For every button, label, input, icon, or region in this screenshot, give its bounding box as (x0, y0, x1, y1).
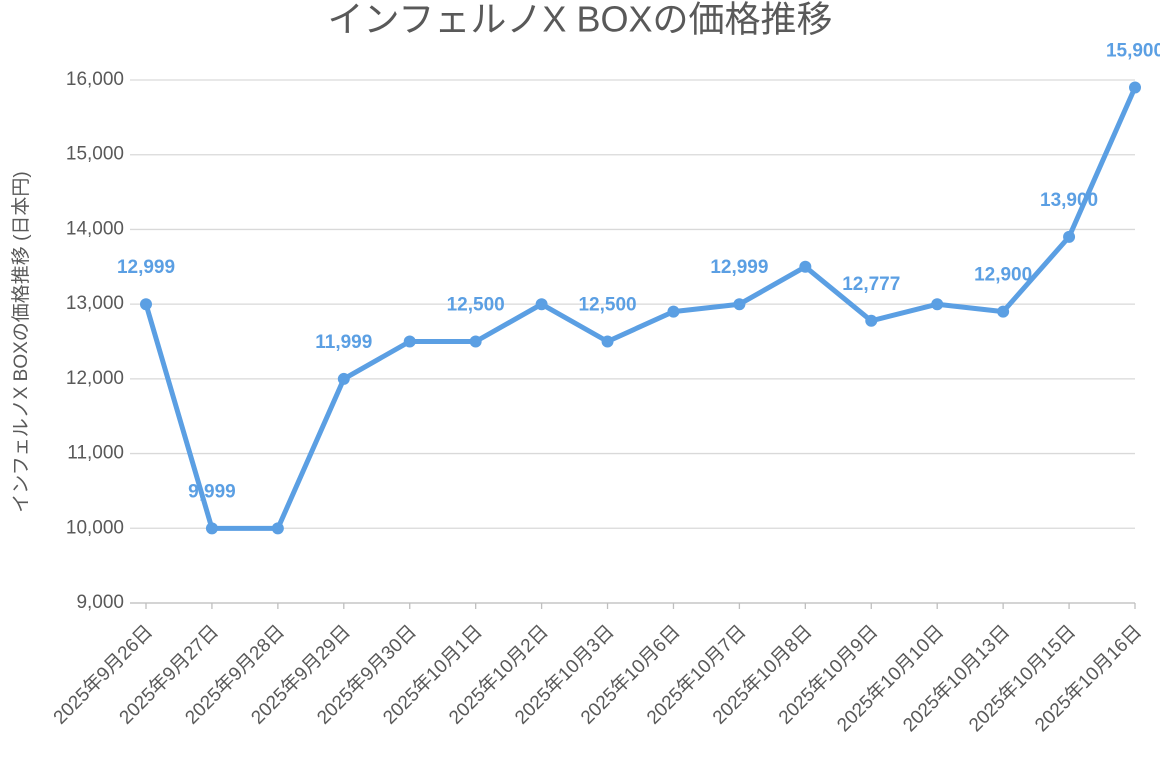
value-label: 11,999 (315, 332, 372, 353)
data-point (271, 522, 284, 535)
y-tick-label: 14,000 (66, 218, 124, 239)
value-label: 12,777 (842, 274, 900, 295)
value-label: 12,999 (117, 257, 175, 278)
value-label: 12,500 (447, 295, 505, 316)
y-tick-label: 10,000 (66, 517, 124, 538)
chart-title: インフェルノX BOXの価格推移 (328, 0, 833, 40)
y-axis-label: インフェルノX BOXの価格推移 (日本円) (10, 171, 32, 512)
data-point (733, 298, 746, 311)
y-tick-label: 9,000 (76, 592, 124, 613)
y-tick-label: 13,000 (66, 293, 124, 314)
data-point (535, 298, 548, 311)
y-tick-label: 12,000 (66, 368, 124, 389)
value-label: 12,500 (578, 295, 636, 316)
data-point (403, 335, 416, 348)
value-label: 12,900 (974, 265, 1032, 286)
data-point (1129, 81, 1141, 94)
data-point (601, 335, 614, 348)
data-point (997, 305, 1010, 318)
data-point (865, 314, 878, 327)
data-point (931, 298, 944, 311)
data-point (667, 305, 680, 318)
data-line (143, 86, 1138, 531)
data-point (337, 372, 350, 385)
y-tick-label: 15,000 (66, 144, 124, 165)
value-label: 15,900 (1106, 40, 1160, 61)
value-label: 9,999 (188, 481, 236, 502)
y-tick-label: 11,000 (67, 443, 124, 464)
data-point (799, 260, 812, 273)
value-label: 12,999 (710, 257, 768, 278)
data-point (469, 335, 482, 348)
data-point (1063, 230, 1076, 243)
y-tick-label: 16,000 (66, 69, 124, 90)
data-point (205, 522, 218, 535)
value-label: 13,900 (1040, 190, 1098, 211)
data-point (140, 298, 152, 311)
